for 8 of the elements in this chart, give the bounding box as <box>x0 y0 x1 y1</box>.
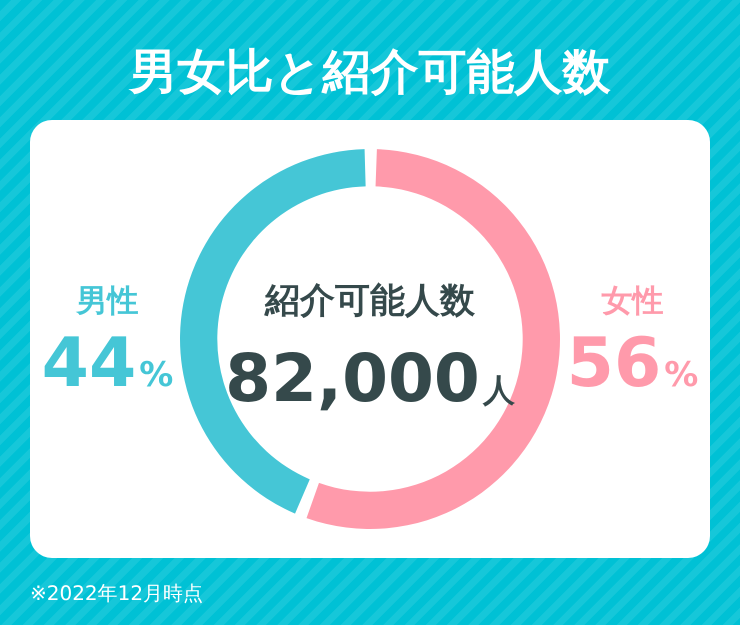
text: ※2022年12月時点 <box>30 580 204 607</box>
slice-label: 男性 <box>76 283 138 320</box>
chart-title: 男女比と紹介可能人数 <box>128 43 612 102</box>
text: 紹介可能人数 <box>264 281 476 322</box>
data-label: 56% <box>566 324 698 403</box>
data-label: 44% <box>42 324 174 403</box>
text: 82,000人 <box>225 340 516 417</box>
slice-label: 女性 <box>600 283 664 320</box>
